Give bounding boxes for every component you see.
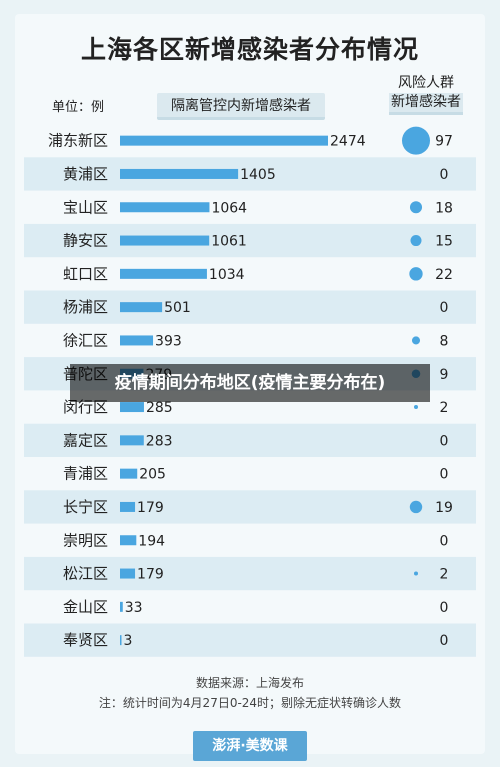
category-label: 青浦区 [63, 465, 108, 483]
risk-bubble [410, 235, 422, 247]
risk-value-label: 0 [440, 167, 449, 183]
category-label: 崇明区 [63, 531, 108, 549]
row-stripe [24, 490, 476, 524]
bar-value-label: 285 [146, 400, 173, 416]
bar-value-label: 1405 [240, 167, 276, 183]
risk-value-label: 0 [440, 633, 449, 649]
risk-bubble [402, 126, 430, 155]
bar-value-label: 205 [139, 467, 166, 483]
footnote: 注：统计时间为4月27日0-24时；剔除无症状转确诊人数 [98, 696, 402, 710]
bar-value-label: 1034 [209, 267, 245, 283]
risk-value-label: 22 [435, 267, 453, 283]
bar [120, 501, 136, 512]
risk-bubble [409, 201, 423, 214]
bar [120, 535, 137, 546]
bar-value-label: 1061 [211, 234, 247, 250]
bar-value-label: 179 [137, 500, 164, 516]
category-label: 杨浦区 [63, 298, 108, 316]
risk-value-label: 0 [440, 467, 449, 483]
category-label: 嘉定区 [63, 431, 108, 449]
bar [120, 235, 210, 246]
risk-value-label: 0 [440, 433, 449, 449]
bar [120, 468, 138, 479]
risk-value-label: 0 [440, 533, 449, 549]
risk-value-label: 0 [440, 300, 449, 316]
risk-value-label: 9 [440, 367, 449, 383]
bar [120, 568, 136, 579]
category-label: 闵行区 [63, 398, 108, 416]
row-stripe [24, 290, 476, 324]
risk-bubble [409, 500, 423, 514]
category-label: 奉贤区 [63, 631, 108, 649]
bar-value-label: 2474 [330, 134, 366, 150]
category-label: 浦东新区 [48, 132, 108, 150]
unit-label: 单位：例 [52, 100, 105, 115]
bar-value-label: 283 [146, 433, 173, 449]
risk-value-label: 18 [435, 200, 453, 216]
brand-logo: 澎湃·美数课 [193, 731, 307, 761]
bar-value-label: 393 [155, 333, 182, 349]
row-stripe [24, 556, 476, 591]
risk-bubble [413, 571, 419, 576]
bar [120, 268, 207, 279]
bar-value-label: 179 [137, 567, 164, 583]
row-stripe [24, 423, 476, 457]
bar [120, 635, 122, 646]
bar-value-label: 194 [138, 533, 165, 549]
bar [120, 135, 328, 146]
bar [120, 335, 154, 346]
risk-bubble [413, 405, 419, 410]
main-series-header: 隔离管控内新增感染者 [157, 93, 325, 120]
risk-bubble [409, 267, 423, 281]
row-stripe [24, 223, 476, 258]
bar [120, 402, 144, 413]
risk-value-label: 2 [440, 400, 449, 416]
bar [120, 302, 163, 313]
risk-value-label: 19 [435, 500, 453, 516]
bar [120, 435, 144, 446]
bar [120, 168, 239, 179]
chart-title: 上海各区新增感染者分布情况 [80, 35, 419, 64]
bar-value-label: 33 [125, 600, 143, 616]
category-label: 松江区 [63, 565, 108, 583]
risk-value-label: 97 [435, 134, 453, 150]
category-label: 长宁区 [63, 498, 108, 516]
risk-header-line2: 新增感染者 [389, 93, 463, 115]
risk-value-label: 0 [440, 600, 449, 616]
data-source: 数据来源：上海发布 [195, 676, 304, 690]
risk-value-label: 2 [440, 567, 449, 583]
category-label: 黄浦区 [63, 165, 108, 183]
bar-value-label: 1064 [211, 200, 247, 216]
risk-value-label: 8 [440, 333, 449, 349]
bar [120, 202, 210, 213]
risk-series-header: 风险人群 新增感染者 [380, 74, 472, 115]
caption-overlay: 疫情期间分布地区(疫情主要分布在) [70, 364, 430, 402]
row-stripe [24, 157, 476, 191]
category-label: 静安区 [63, 232, 108, 250]
risk-value-label: 15 [435, 234, 453, 250]
category-label: 虹口区 [63, 265, 108, 283]
row-stripe [24, 623, 476, 657]
category-label: 金山区 [63, 598, 108, 616]
category-label: 徐汇区 [63, 331, 108, 349]
risk-bubble [411, 336, 421, 345]
bar-value-label: 501 [164, 300, 191, 316]
category-label: 宝山区 [63, 198, 108, 216]
bar [120, 601, 123, 612]
bar-value-label: 3 [124, 633, 133, 649]
risk-header-line1: 风险人群 [398, 75, 454, 91]
